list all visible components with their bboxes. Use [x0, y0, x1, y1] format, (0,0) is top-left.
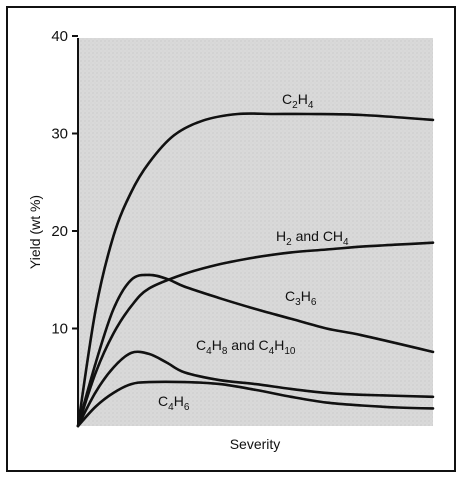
x-axis-label: Severity: [230, 436, 281, 452]
series-c4h6-line: [76, 380, 435, 428]
series-label: C4H8 and C4H10: [196, 337, 296, 357]
series-labels: C2H4 H2 and CH4 C3H6 C4H8 and C4H10 C4H6: [158, 91, 349, 413]
series-c2h4-line: [76, 112, 435, 428]
series-label: C4H6: [158, 393, 190, 413]
series-label: C2H4: [282, 91, 314, 111]
y-tick-label: 10: [51, 321, 68, 338]
series-c4h8-c4h10-line: [76, 350, 435, 428]
series-label: H2 and CH4: [276, 228, 349, 248]
series-label: C3H6: [285, 288, 317, 308]
plot-area: [78, 38, 433, 426]
y-axis-label: Yield (wt %): [27, 195, 43, 269]
series-c3h6-line: [76, 273, 435, 428]
y-tick-label: 40: [51, 28, 68, 45]
y-tick-label: 20: [51, 223, 68, 240]
y-ticks: 10 20 30 40: [51, 28, 78, 338]
series-lines: [76, 112, 435, 428]
y-tick-label: 30: [51, 126, 68, 143]
series-h2-ch4-line: [76, 241, 435, 428]
